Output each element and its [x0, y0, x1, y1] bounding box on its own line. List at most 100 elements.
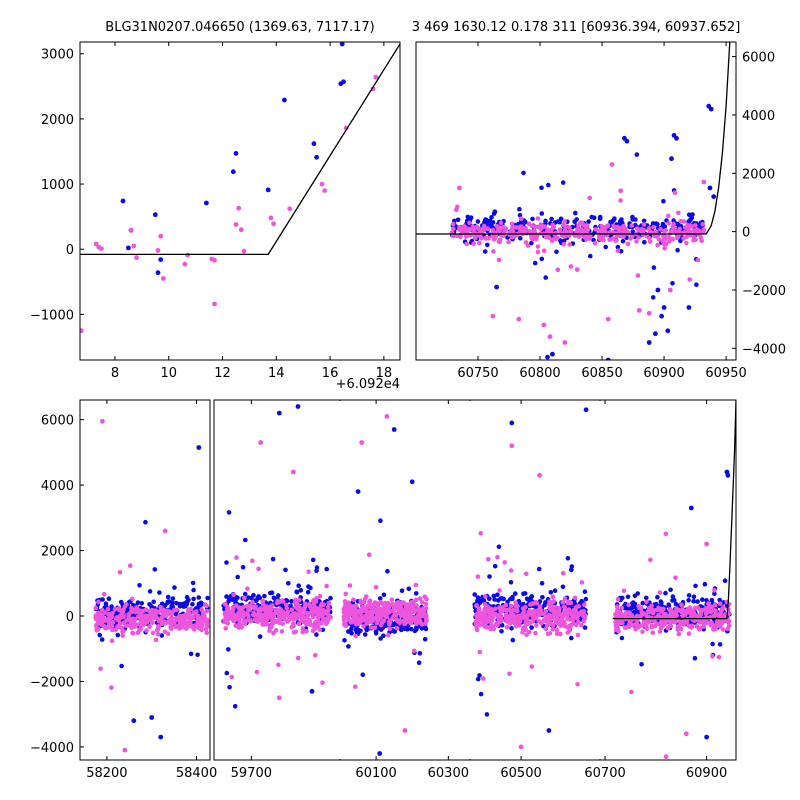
data-point-pink	[638, 614, 643, 619]
data-point-pink	[116, 606, 121, 611]
data-point-pink	[478, 234, 484, 239]
data-point-pink	[550, 623, 556, 628]
data-point-pink	[376, 609, 382, 615]
data-point-pink	[250, 599, 255, 605]
data-point-pink	[233, 623, 238, 628]
x-tick-label: 60850	[581, 366, 622, 381]
data-point-blue	[159, 633, 165, 638]
data-point-pink	[556, 608, 562, 613]
data-point-pink	[325, 619, 330, 625]
data-point-pink	[310, 623, 315, 628]
data-point-pink	[232, 614, 238, 619]
data-point-blue	[615, 244, 621, 250]
data-point-blue	[346, 644, 351, 649]
data-point-pink	[354, 613, 359, 619]
data-point-pink	[387, 626, 393, 632]
data-point-blue	[377, 751, 383, 756]
data-point-pink	[223, 626, 228, 631]
data-point-pink	[694, 624, 700, 629]
data-point-pink	[483, 235, 488, 241]
data-point-pink	[670, 619, 676, 624]
data-point-pink	[640, 629, 645, 634]
data-point-pink	[242, 595, 247, 601]
data-point-blue	[328, 595, 333, 601]
data-point-pink	[679, 602, 684, 608]
data-point-pink	[687, 277, 692, 282]
data-point-blue	[539, 256, 545, 262]
data-point-pink	[394, 626, 400, 631]
data-point-pink	[386, 632, 391, 638]
data-point-pink	[162, 528, 168, 534]
data-point-pink	[314, 596, 319, 601]
data-point-blue	[675, 247, 680, 253]
data-point-pink	[573, 613, 578, 618]
data-point-blue	[487, 574, 492, 579]
data-point-pink	[451, 226, 456, 232]
data-point-blue	[522, 591, 528, 596]
data-point-blue	[481, 598, 487, 603]
data-point-blue	[475, 676, 481, 682]
data-point-pink	[110, 627, 115, 633]
y-tick-label: −4000	[742, 342, 786, 357]
data-point-blue	[399, 588, 405, 593]
data-point-blue	[286, 581, 291, 586]
data-point-pink	[127, 563, 133, 568]
data-point-blue	[468, 215, 474, 220]
data-point-blue	[688, 505, 694, 511]
data-point-pink	[158, 604, 163, 610]
data-point-pink	[717, 601, 723, 607]
data-point-blue	[539, 581, 545, 586]
data-point-blue	[406, 586, 412, 592]
data-point-pink	[256, 566, 261, 572]
data-point-pink	[373, 74, 379, 80]
data-point-pink	[700, 222, 705, 227]
data-point-pink	[623, 625, 629, 630]
data-point-pink	[550, 594, 556, 600]
data-point-blue	[508, 596, 513, 602]
data-point-pink	[481, 676, 486, 681]
data-point-pink	[366, 552, 372, 557]
data-point-pink	[716, 654, 722, 660]
data-point-pink	[674, 229, 679, 235]
data-point-pink	[319, 601, 324, 607]
data-point-pink	[128, 227, 134, 233]
data-point-blue	[269, 590, 275, 595]
data-point-pink	[647, 236, 652, 241]
data-point-blue	[165, 594, 171, 600]
data-point-pink	[301, 618, 306, 624]
data-point-pink	[238, 227, 244, 233]
data-point-blue	[196, 595, 201, 600]
data-point-blue	[661, 198, 666, 204]
data-point-pink	[361, 608, 367, 613]
data-point-pink	[151, 611, 157, 616]
data-point-pink	[541, 617, 547, 623]
data-point-blue	[646, 340, 652, 345]
data-point-pink	[490, 233, 495, 239]
data-point-pink	[718, 615, 723, 621]
data-point-blue	[632, 593, 638, 599]
data-point-pink	[497, 588, 502, 593]
data-point-blue	[704, 734, 709, 740]
data-point-pink	[615, 248, 621, 254]
data-point-pink	[200, 610, 206, 616]
data-point-pink	[398, 613, 404, 618]
data-point-blue	[423, 625, 428, 630]
data-point-pink	[185, 613, 191, 619]
data-point-blue	[324, 566, 330, 572]
y-tick-label: 0	[742, 226, 750, 241]
data-point-pink	[130, 596, 135, 602]
data-point-pink	[378, 614, 383, 620]
data-point-pink	[683, 731, 689, 737]
data-point-pink	[408, 616, 414, 622]
data-point-pink	[562, 340, 568, 345]
data-point-pink	[531, 612, 537, 618]
x-tick-label: 58200	[86, 766, 127, 781]
data-point-blue	[655, 594, 660, 600]
data-point-pink	[94, 627, 99, 633]
data-point-pink	[550, 613, 556, 619]
data-point-pink	[306, 620, 311, 626]
data-point-pink	[161, 276, 166, 281]
data-point-pink	[485, 226, 491, 231]
data-point-blue	[639, 662, 644, 667]
data-point-blue	[678, 238, 683, 244]
